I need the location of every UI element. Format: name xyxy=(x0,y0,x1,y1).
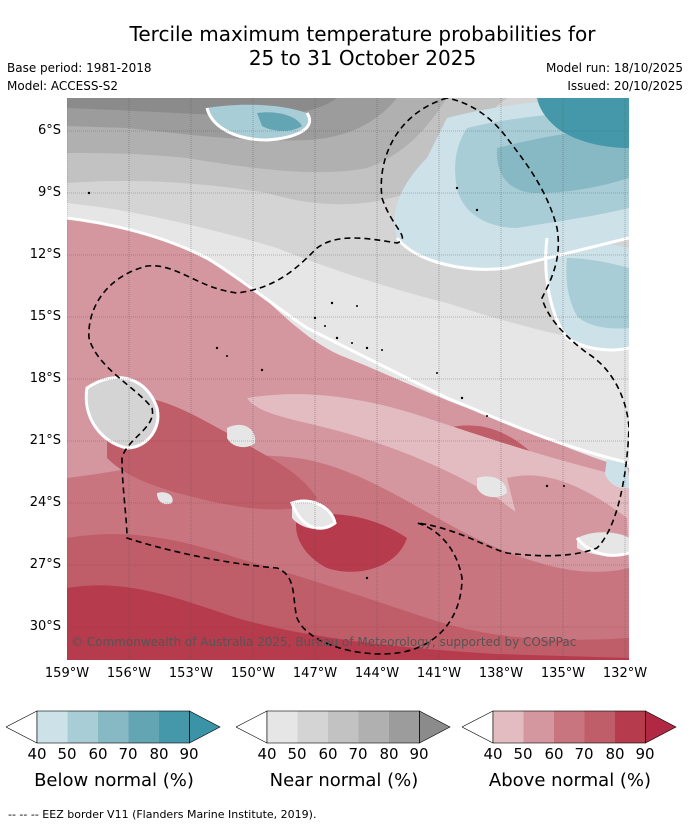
lat-tick-21s: 21°S xyxy=(29,433,61,448)
title-line-1: Tercile maximum temperature probabilitie… xyxy=(129,22,596,46)
lon-tick-135w: 135°W xyxy=(540,666,586,681)
model-run: Model run: 18/10/2025 xyxy=(545,61,683,75)
lon-tick-153w: 153°W xyxy=(168,666,214,681)
lat-tick-30s: 30°S xyxy=(29,619,61,634)
colorbar-above-normal-scale xyxy=(461,710,677,744)
colorbar-swatch xyxy=(554,711,585,743)
eez-border xyxy=(88,98,629,655)
cb-above-tick-90: 90 xyxy=(635,745,655,763)
cb-below-title: Below normal (%) xyxy=(34,770,194,791)
lat-tick-15s: 15°S xyxy=(29,309,61,324)
meta-left: Base period: 1981-2018 Model: ACCESS-S2 xyxy=(7,59,152,95)
cb-below-tick-80: 80 xyxy=(149,745,169,763)
lon-tick-132w: 132°W xyxy=(602,666,648,681)
issued-date: Issued: 20/10/2025 xyxy=(567,79,683,93)
islands xyxy=(87,186,565,580)
colorbar-swatch xyxy=(523,711,554,743)
title-line-2: 25 to 31 October 2025 xyxy=(248,46,477,70)
colorbar-swatch xyxy=(267,711,298,743)
colorbar-swatch xyxy=(645,711,676,743)
colorbar-swatch xyxy=(358,711,389,743)
cb-above-tick-70: 70 xyxy=(574,745,594,763)
colorbar-swatch xyxy=(389,711,420,743)
colorbar-swatch xyxy=(128,711,159,743)
probability-map: © Commonwealth of Australia 2025, Bureau… xyxy=(67,98,629,660)
map-title: Tercile maximum temperature probabilitie… xyxy=(0,22,690,70)
base-period: Base period: 1981-2018 xyxy=(7,61,152,75)
colorbar-swatch xyxy=(584,711,615,743)
lat-tick-12s: 12°S xyxy=(29,247,61,262)
lat-tick-6s: 6°S xyxy=(37,123,61,138)
lon-tick-150w: 150°W xyxy=(230,666,276,681)
lat-tick-9s: 9°S xyxy=(37,185,61,200)
cb-above-tick-40: 40 xyxy=(483,745,503,763)
lon-tick-156w: 156°W xyxy=(106,666,152,681)
model-name: Model: ACCESS-S2 xyxy=(7,79,119,93)
cb-above-tick-60: 60 xyxy=(544,745,564,763)
cb-near-tick-50: 50 xyxy=(287,745,307,763)
colorbar-swatch xyxy=(615,711,646,743)
colorbar-above-normal: 40 50 60 70 80 90 Above normal (%) xyxy=(461,710,678,791)
colorbar-swatch xyxy=(297,711,328,743)
cb-above-tick-80: 80 xyxy=(605,745,625,763)
cb-below-tick-90: 90 xyxy=(179,745,199,763)
copyright-notice: © Commonwealth of Australia 2025, Bureau… xyxy=(71,635,576,649)
cb-near-tick-90: 90 xyxy=(409,745,429,763)
cb-near-tick-60: 60 xyxy=(318,745,338,763)
colorbar-swatch xyxy=(493,711,524,743)
eez-legend-note: -- -- -- EEZ border V11 (Flanders Marine… xyxy=(8,808,317,821)
cb-near-tick-70: 70 xyxy=(348,745,368,763)
cb-below-tick-60: 60 xyxy=(88,745,108,763)
lat-tick-24s: 24°S xyxy=(29,495,61,510)
lon-tick-138w: 138°W xyxy=(478,666,524,681)
lat-tick-27s: 27°S xyxy=(29,557,61,572)
cb-below-tick-50: 50 xyxy=(57,745,77,763)
colorbar-swatch xyxy=(189,711,220,743)
colorbar-swatch xyxy=(328,711,359,743)
colorbar-swatch xyxy=(419,711,450,743)
graticule xyxy=(67,98,629,660)
colorbar-swatch xyxy=(98,711,129,743)
colorbar-swatch xyxy=(67,711,98,743)
cb-below-tick-70: 70 xyxy=(118,745,138,763)
cb-above-title: Above normal (%) xyxy=(488,770,652,791)
cb-near-tick-80: 80 xyxy=(379,745,399,763)
meta-right: Model run: 18/10/2025 Issued: 20/10/2025 xyxy=(546,59,683,95)
colorbar-swatch xyxy=(159,711,190,743)
cb-near-title: Near normal (%) xyxy=(269,770,419,791)
lon-tick-141w: 141°W xyxy=(416,666,462,681)
colorbar-near-normal-scale xyxy=(235,710,451,744)
colorbar-swatch xyxy=(37,711,68,743)
cb-below-tick-40: 40 xyxy=(27,745,47,763)
colorbar-below-normal: 40 50 60 70 80 90 Below normal (%) xyxy=(5,710,222,791)
lon-tick-147w: 147°W xyxy=(292,666,338,681)
colorbar-below-normal-scale xyxy=(5,710,221,744)
lon-tick-144w: 144°W xyxy=(354,666,400,681)
colorbar-near-normal: 40 50 60 70 80 90 Near normal (%) xyxy=(235,710,452,791)
cb-above-tick-50: 50 xyxy=(513,745,533,763)
lat-tick-18s: 18°S xyxy=(29,371,61,386)
cb-near-tick-40: 40 xyxy=(257,745,277,763)
lon-tick-159w: 159°W xyxy=(44,666,90,681)
